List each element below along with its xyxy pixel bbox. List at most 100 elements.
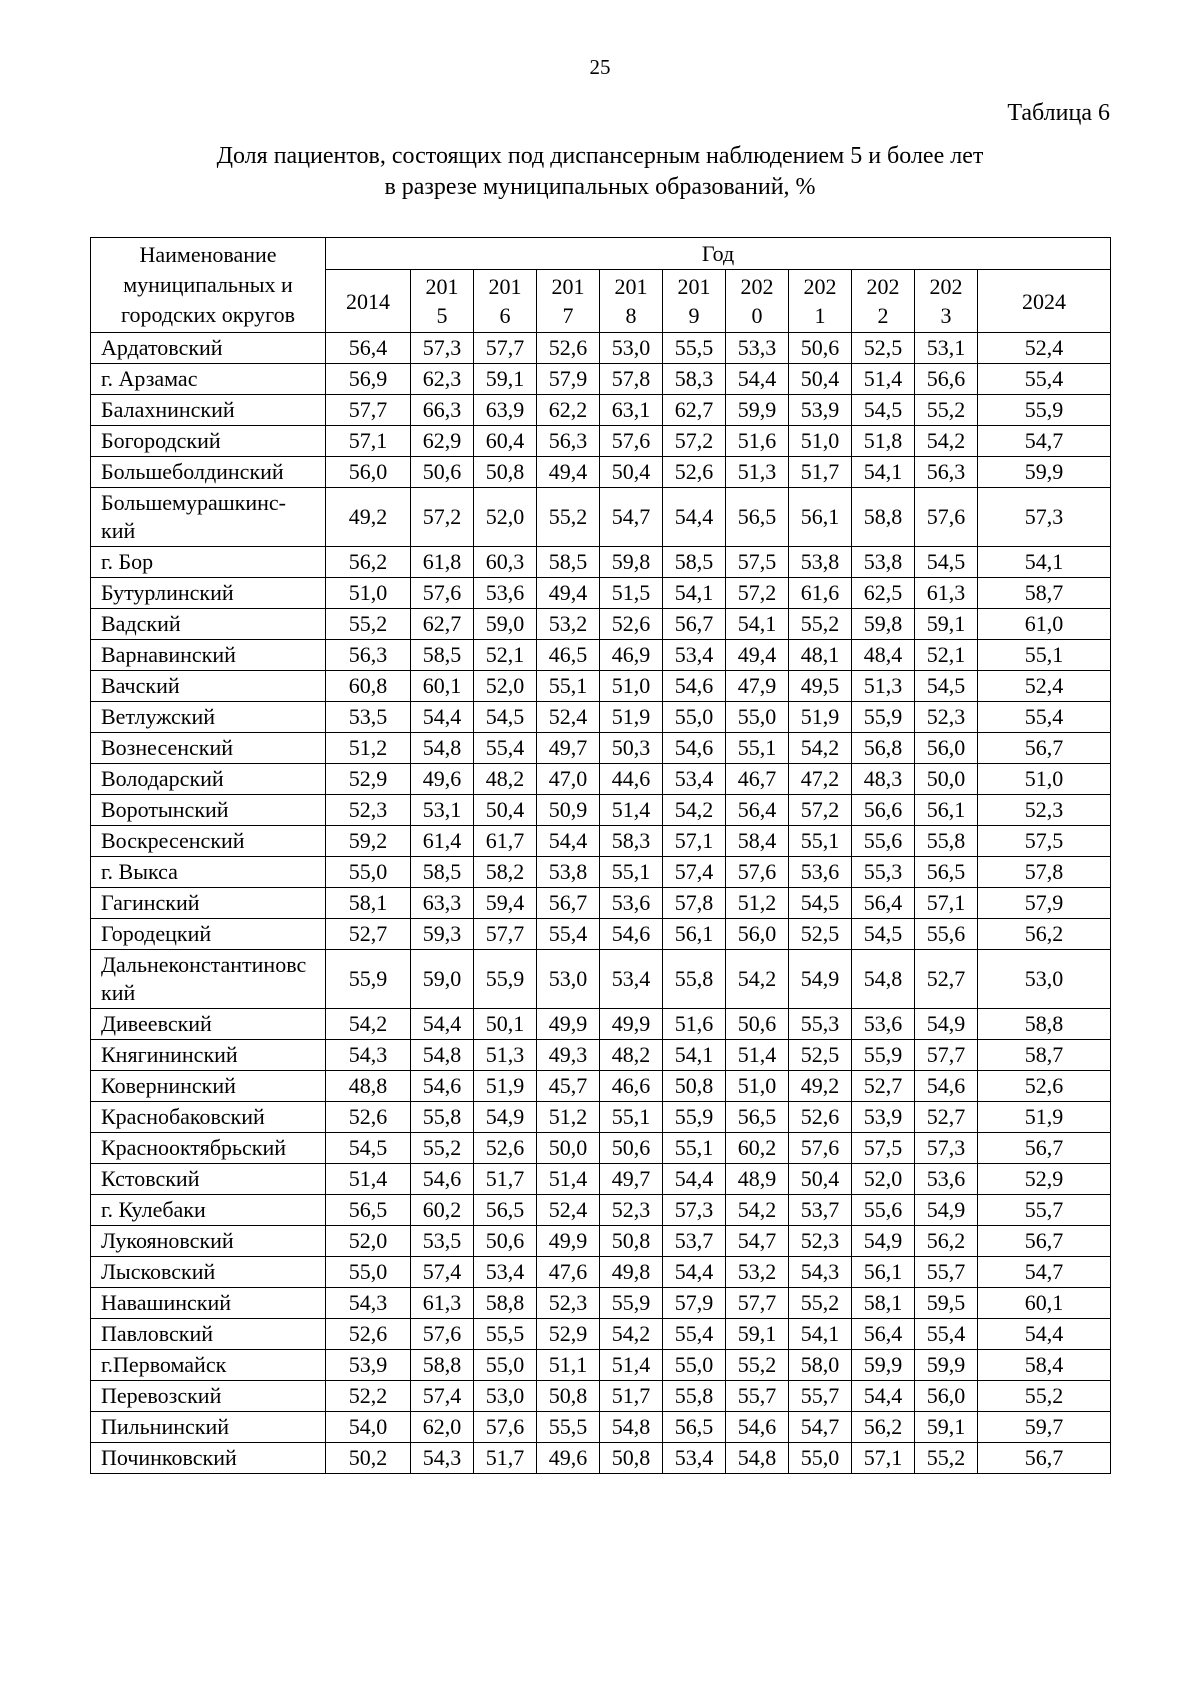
year-value-cell: 57,7	[473, 332, 537, 364]
year-value-cell: 52,6	[536, 332, 600, 364]
year-value-cell: 49,2	[325, 487, 411, 547]
year-value-cell: 54,3	[325, 1287, 411, 1319]
page-number: 25	[589, 55, 611, 79]
year-value-cell: 54,6	[662, 670, 726, 702]
year-value-cell: 56,0	[725, 918, 789, 950]
year-value-cell: 50,8	[599, 1225, 663, 1257]
year-value-cell: 46,7	[725, 763, 789, 795]
year-value-cell: 46,9	[599, 639, 663, 671]
year-value-cell: 61,0	[976, 608, 1112, 640]
year-value-cell: 47,2	[788, 763, 852, 795]
year-value-cell: 56,7	[662, 608, 726, 640]
year-value-cell: 52,9	[325, 763, 411, 795]
year-value-cell: 54,1	[788, 1318, 852, 1350]
year-value-cell: 52,3	[976, 794, 1112, 826]
municipality-name-cell: г.Первомайск	[90, 1349, 326, 1381]
municipality-name-cell: Дальнеконстантиновс кий	[90, 949, 326, 1009]
year-value-cell: 57,8	[662, 887, 726, 919]
year-value-cell: 62,3	[410, 363, 474, 395]
year-value-cell: 55,8	[914, 825, 978, 857]
document-title: Доля пациентов, состоящих под диспансерн…	[90, 141, 1110, 203]
year-value-cell: 58,7	[976, 1039, 1112, 1071]
year-value-cell: 52,4	[536, 701, 600, 733]
year-value-cell: 52,0	[473, 670, 537, 702]
year-value-cell: 57,6	[473, 1411, 537, 1443]
year-value-cell: 56,4	[851, 887, 915, 919]
year-value-cell: 58,3	[599, 825, 663, 857]
year-value-cell: 51,7	[473, 1442, 537, 1474]
year-column-header: 202 1	[788, 269, 852, 333]
year-value-cell: 54,8	[851, 949, 915, 1009]
year-value-cell: 50,8	[536, 1380, 600, 1412]
year-value-cell: 50,8	[473, 456, 537, 488]
year-value-cell: 58,7	[976, 577, 1112, 609]
table-row: Воскресенский 59,2 61,4 61,7 54,4 58,3 57,1 58,…	[90, 825, 1112, 857]
year-value-cell: 59,4	[473, 887, 537, 919]
year-value-cell: 52,6	[788, 1101, 852, 1133]
table-row: Краснооктябрьский 54,5 55,2 52,6 50,0 50,6 55,…	[90, 1132, 1112, 1164]
year-value-cell: 51,4	[599, 1349, 663, 1381]
year-value-cell: 59,1	[473, 363, 537, 395]
year-value-cell: 52,7	[914, 949, 978, 1009]
year-value-cell: 50,6	[725, 1008, 789, 1040]
year-value-cell: 54,2	[662, 794, 726, 826]
table-row: Воротынский 52,3 53,1 50,4 50,9 51,4 54,2 56,4 5…	[90, 794, 1112, 826]
year-value-cell: 50,0	[536, 1132, 600, 1164]
municipality-name-cell: Богородский	[90, 425, 326, 457]
year-value-cell: 57,6	[725, 856, 789, 888]
year-value-cell: 59,2	[325, 825, 411, 857]
year-value-cell: 49,5	[788, 670, 852, 702]
year-value-cell: 63,3	[410, 887, 474, 919]
year-value-cell: 52,5	[851, 332, 915, 364]
municipality-name-cell: Гагинский	[90, 887, 326, 919]
year-value-cell: 54,3	[410, 1442, 474, 1474]
municipality-name-cell: Перевозский	[90, 1380, 326, 1412]
year-value-cell: 52,6	[976, 1070, 1112, 1102]
municipality-name-cell: Дивеевский	[90, 1008, 326, 1040]
year-value-cell: 55,7	[725, 1380, 789, 1412]
year-value-cell: 52,3	[788, 1225, 852, 1257]
year-value-cell: 57,1	[325, 425, 411, 457]
year-value-cell: 46,6	[599, 1070, 663, 1102]
year-value-cell: 54,4	[851, 1380, 915, 1412]
year-value-cell: 53,0	[536, 949, 600, 1009]
year-value-cell: 56,5	[914, 856, 978, 888]
year-value-cell: 57,3	[662, 1194, 726, 1226]
year-value-cell: 57,2	[725, 577, 789, 609]
year-value-cell: 57,6	[788, 1132, 852, 1164]
year-column-header: 201 6	[473, 269, 537, 333]
year-value-cell: 54,5	[473, 701, 537, 733]
table-row: Гагинский 58,1 63,3 59,4 56,7 53,6 57,8 51,2 54,…	[90, 887, 1112, 919]
year-value-cell: 55,9	[473, 949, 537, 1009]
year-column-header: 201 5	[410, 269, 474, 333]
year-value-cell: 55,1	[599, 856, 663, 888]
year-value-cell: 52,3	[599, 1194, 663, 1226]
year-value-cell: 48,4	[851, 639, 915, 671]
year-value-cell: 56,2	[914, 1225, 978, 1257]
year-value-cell: 59,9	[976, 456, 1112, 488]
year-value-cell: 55,0	[662, 1349, 726, 1381]
year-value-cell: 57,5	[976, 825, 1112, 857]
year-value-cell: 62,2	[536, 394, 600, 426]
year-value-cell: 59,3	[410, 918, 474, 950]
year-value-cell: 55,8	[410, 1101, 474, 1133]
year-column-header: 202 0	[725, 269, 789, 333]
year-value-cell: 52,5	[788, 1039, 852, 1071]
municipality-name-cell: Лукояновский	[90, 1225, 326, 1257]
year-value-cell: 55,7	[914, 1256, 978, 1288]
year-value-cell: 51,4	[725, 1039, 789, 1071]
year-value-cell: 51,1	[536, 1349, 600, 1381]
year-value-cell: 61,8	[410, 546, 474, 578]
year-value-cell: 53,0	[599, 332, 663, 364]
year-value-cell: 53,6	[914, 1163, 978, 1195]
year-value-cell: 48,1	[788, 639, 852, 671]
year-value-cell: 57,8	[976, 856, 1112, 888]
year-value-cell: 55,4	[976, 363, 1112, 395]
table-row: Дальнеконстантиновс кий 55,9 59,0 55,9 53,0 5…	[90, 949, 1112, 1009]
year-value-cell: 52,6	[662, 456, 726, 488]
year-value-cell: 56,4	[851, 1318, 915, 1350]
year-value-cell: 54,6	[725, 1411, 789, 1443]
year-value-cell: 55,2	[325, 608, 411, 640]
municipality-name-cell: г. Кулебаки	[90, 1194, 326, 1226]
year-value-cell: 54,8	[410, 732, 474, 764]
